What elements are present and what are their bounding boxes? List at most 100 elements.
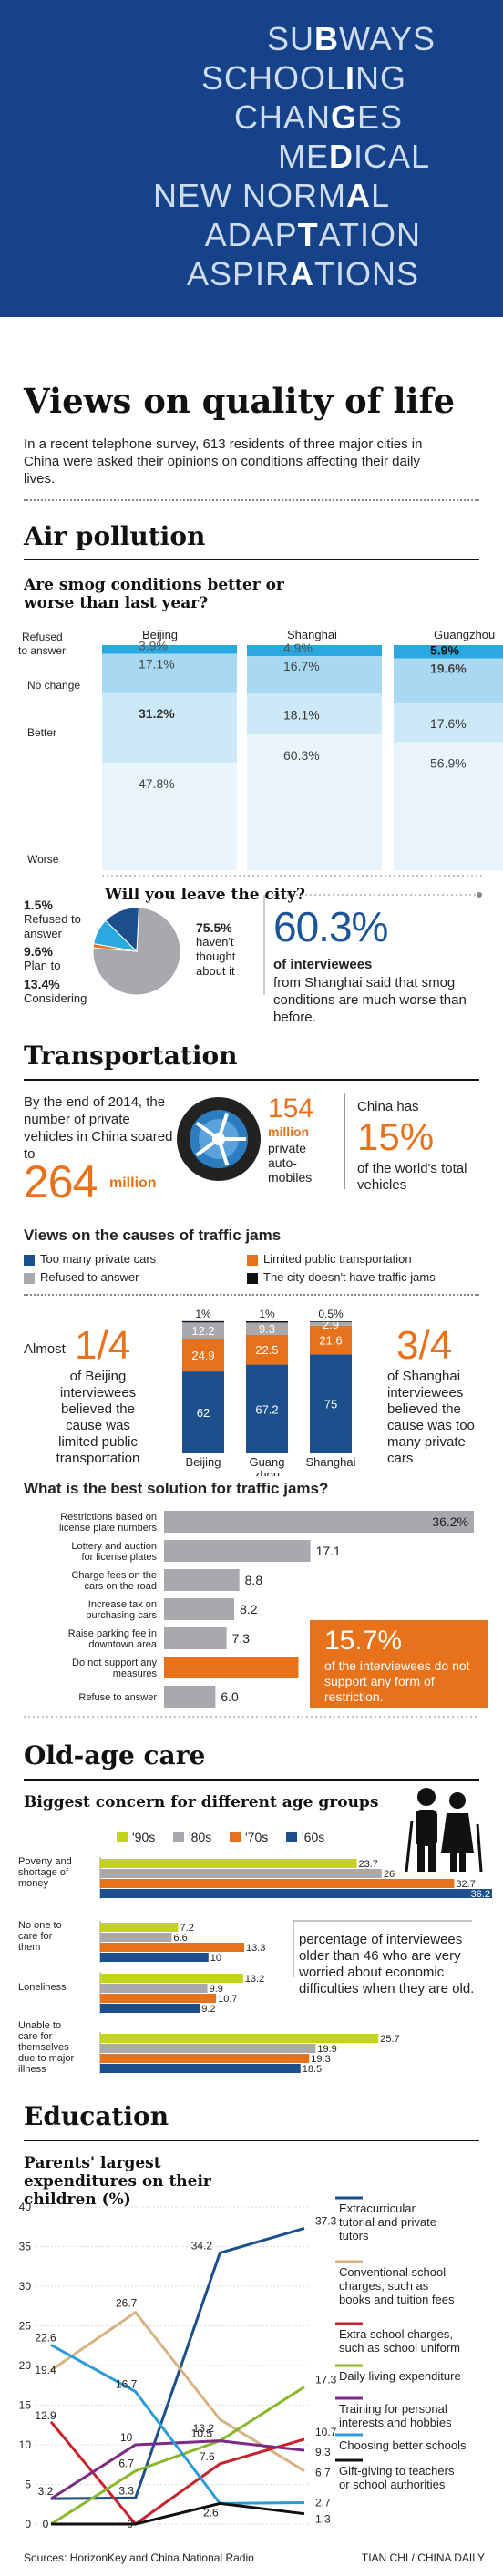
oldage-category-label: shortage of [18, 1867, 69, 1878]
header-line: CHANGES [234, 100, 403, 135]
plan-pct: 9.6% [24, 944, 53, 959]
edu-series-line [50, 2227, 305, 2500]
legend-label: Choosing better schools [339, 2438, 467, 2452]
edu-value-label: 0 [127, 2518, 133, 2530]
header-line: SCHOOLING [201, 61, 406, 96]
oldage-bar [100, 2004, 200, 2013]
oldage-value-label: 25.7 [380, 2034, 399, 2045]
header-line-text: NEW NORM [152, 177, 346, 214]
edu-series-line [51, 2501, 305, 2526]
edu-value-label: 34.2 [191, 2239, 213, 2252]
edu-value-label: 2.7 [315, 2497, 331, 2509]
intro-text: In a recent telephone survey, 613 reside… [24, 436, 423, 487]
oldage-bar [100, 1953, 209, 1962]
havent-label: haven't thought about it [196, 935, 236, 978]
share-value: 15% [357, 1115, 435, 1158]
divider-dot [477, 892, 482, 898]
person-body [441, 1813, 474, 1853]
person-leg [459, 1852, 466, 1872]
oldage-category-label: Unable to [18, 2020, 61, 2031]
oldage-category-label: illness [18, 2064, 46, 2075]
oldage-bar [100, 2034, 379, 2043]
oldage-bar [100, 1994, 217, 2003]
cause-bar-segment [182, 1338, 224, 1372]
edu-value-label: 7.6 [200, 2450, 215, 2463]
edu-value-label: 2.6 [203, 2506, 219, 2519]
oldage-bar [100, 1923, 179, 1932]
edu-value-label: 10.7 [315, 2426, 337, 2438]
divider [344, 1093, 345, 1189]
legend-swatch [117, 1832, 128, 1842]
city-label: Guangzhou [434, 628, 495, 641]
solution-category-label: purchasing cars [86, 1610, 157, 1621]
header-line-text: L [370, 177, 390, 214]
header-line: SUBWAYS [267, 22, 436, 56]
smog-stat-text: from Shanghai said that smog conditions … [273, 975, 467, 1025]
legend-label: Training for personal [339, 2402, 447, 2416]
smog-value-label: 17.1% [139, 657, 175, 672]
smog-value-label: 4.9% [283, 641, 313, 655]
smog-chart: Beijing Shanghai Guangzhou 3.9% 17.1% 31.2% 47… [18, 628, 503, 877]
oldage-value-label: 7.2 [180, 1923, 194, 1934]
header-line-highlight: A [345, 177, 371, 214]
solution-bar [164, 1657, 299, 1678]
legend-label: such as school uniform [339, 2341, 460, 2355]
education-chart: 0 5 10 15 20 25 30 35 40 22.6 19.4 12.9 3.2 0 26.7 16.7… [19, 2196, 467, 2530]
legend-label: '80s [189, 1830, 211, 1844]
header-line-text: SU [266, 20, 314, 57]
edu-series-line [50, 2344, 305, 2505]
havent-pct: 75.5% [196, 920, 232, 935]
person-body [416, 1810, 437, 1846]
oldage-value-label: 13.3 [246, 1943, 265, 1954]
vehicles-intro: By the end of 2014, the number of privat… [24, 1094, 173, 1162]
smog-value-label: 19.6% [430, 662, 467, 676]
y-tick-label: 15 [19, 2399, 32, 2412]
edu-series-line [50, 2386, 305, 2526]
solution-category-label: for license plates [81, 1552, 157, 1563]
header-line-highlight: B [313, 20, 339, 57]
tire-icon [177, 1097, 261, 1181]
tire-center [212, 1133, 225, 1145]
legend-label: or school authorities [339, 2478, 446, 2491]
cause-value-label: 1% [195, 1308, 211, 1320]
smog-bar-segment [102, 692, 237, 763]
cause-category-label: zhou [254, 1468, 280, 1476]
city-label: Shanghai [287, 628, 337, 641]
header-line-text: ASPIR [186, 255, 290, 292]
oldage-category-label: care for [18, 1931, 53, 1942]
solution-category-label: Restrictions based on [60, 1512, 157, 1523]
section-rule [24, 2140, 479, 2141]
cause-value-label: 0.5% [318, 1308, 344, 1320]
cause-category-label: Beijing [185, 1455, 221, 1469]
edu-value-label: 3.2 [38, 2485, 54, 2498]
pie-slice [105, 907, 139, 953]
solution-value-label: 17.1 [316, 1544, 341, 1558]
edu-value-label: 6.7 [118, 2458, 134, 2470]
divider [24, 1294, 479, 1296]
solution-category-label: Refuse to answer [78, 1692, 157, 1703]
refused-pct: 1.5% [24, 898, 53, 912]
oldage-value-label: 18.5 [303, 2064, 322, 2075]
cause-bar-segment [246, 1321, 288, 1323]
smog-value-label: 31.2% [139, 706, 175, 721]
smog-value-label: 18.1% [283, 707, 320, 722]
right-value: 3/4 [396, 1323, 453, 1368]
oldage-category-label: care for [18, 2031, 53, 2042]
oldage-bar [100, 2054, 310, 2063]
smog-value-label: 17.6% [430, 716, 467, 731]
person-leg [417, 1844, 425, 1872]
header-line: NEW NORMAL [153, 179, 390, 213]
vehicles-big-number: 264 [24, 1156, 98, 1207]
cause-value-label: 12.2 [191, 1324, 214, 1338]
legend-label: Refused to answer [40, 1270, 139, 1284]
y-tick-label: 40 [19, 2201, 32, 2213]
legend-item: The city doesn't have traffic jams [247, 1268, 436, 1287]
smog-value-label: 60.3% [283, 748, 320, 763]
cane [405, 1820, 414, 1873]
legend-label: Too many private cars [40, 1252, 157, 1266]
smog-bar-segment [394, 645, 503, 659]
oldage-value-label: 23.7 [359, 1859, 378, 1870]
cause-bar-segment [182, 1371, 224, 1453]
legend-swatch [24, 1254, 35, 1266]
